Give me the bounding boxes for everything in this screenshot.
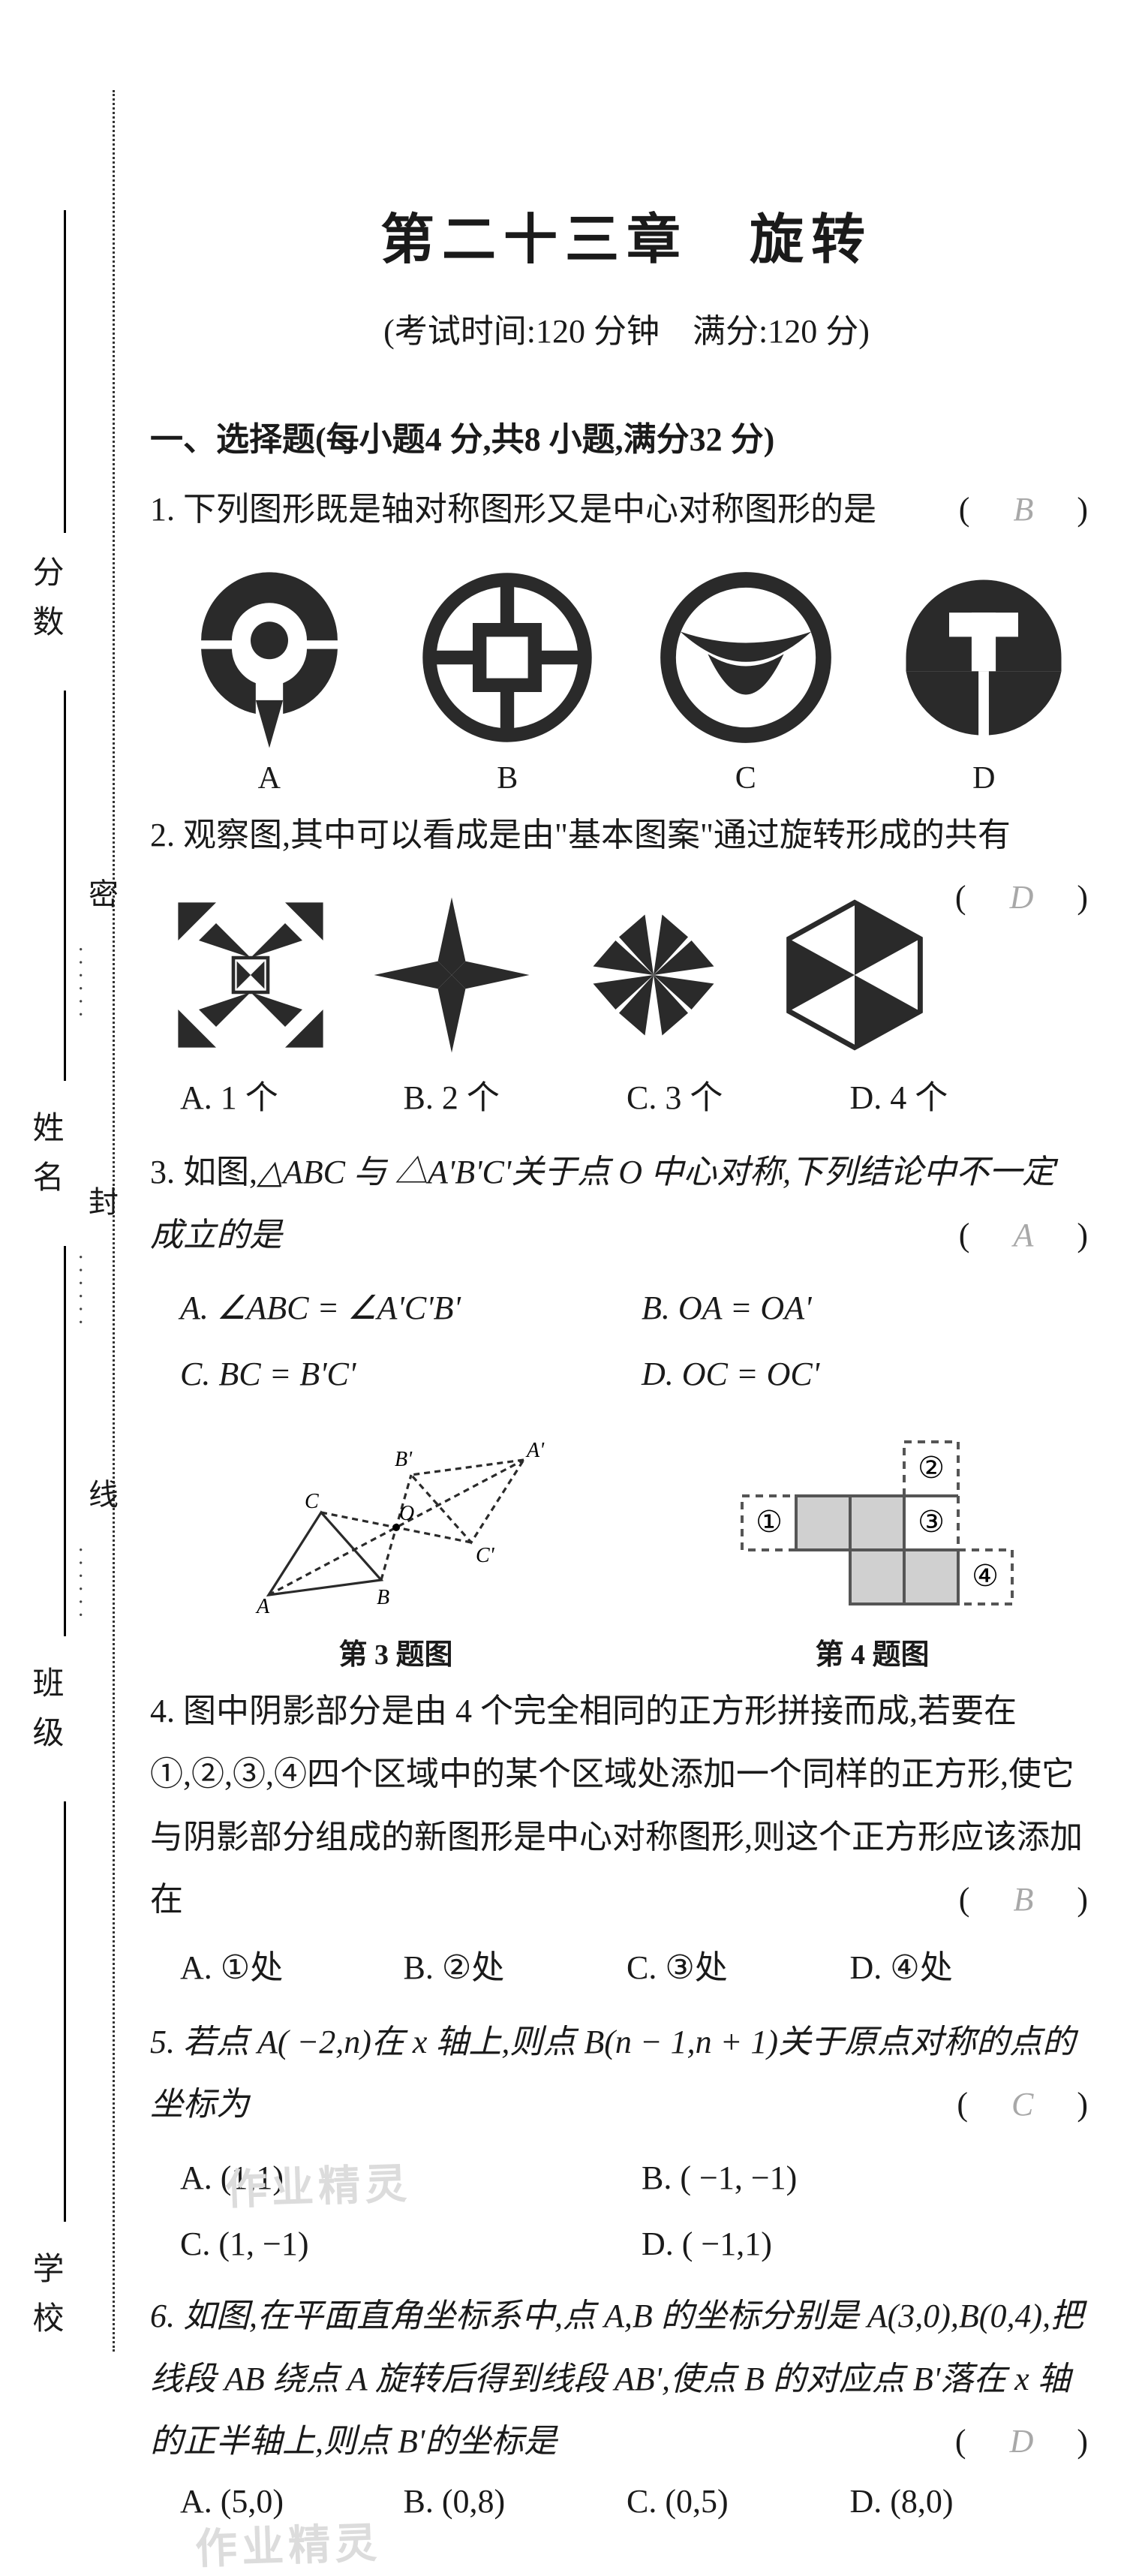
q3-text: 3. 如图,△ABC 与 △A'B'C'关于点 O 中心对称,下列结论中不一定成… [150,1141,1103,1266]
margin-label-school: 学校 [23,2252,68,2351]
q1-figure-c [660,564,832,751]
q5-opt-c: C. (1, −1) [180,2211,642,2277]
svg-text:C: C [305,1490,319,1513]
svg-text:C': C' [476,1544,495,1567]
q4-figure: ① ② ③ ④ [730,1430,1015,1625]
q2-text: 2. 观察图,其中可以看成是由"基本图案"通过旋转形成的共有 [150,804,1103,867]
q2-figure-3 [567,889,740,1061]
q2-answer: D [999,879,1044,916]
q3-answer: A [1002,1217,1044,1253]
q5-answer: C [1001,2086,1044,2123]
q4-opt-d: D. ④处 [850,1940,1074,1988]
q2-opt-b: B. 2 个 [404,1070,627,1118]
q1-label-c: C [735,760,756,796]
q3-figure-caption: 第 3 题图 [239,1631,554,1672]
question-4: 4. 图中阴影部分是由 4 个完全相同的正方形拼接而成,若要在①,②,③,④四个… [150,1680,1103,1930]
q6-opt-b: B. (0,8) [404,2482,627,2520]
q5-opt-d: D. ( −1,1) [642,2211,1103,2277]
svg-text:④: ④ [972,1559,999,1593]
q4-opt-c: C. ③处 [627,1940,850,1988]
question-1: 1. 下列图形既是轴对称图形又是中心对称图形的是 ( B ) [150,478,1103,541]
q4-opt-b: B. ②处 [404,1940,627,1988]
margin-label-name: 姓名 [23,1111,68,1210]
q1-figure-b [421,564,594,751]
q2-opt-a: A. 1 个 [180,1070,404,1118]
exam-page: 分数 姓名 班级 学校 密 ······ 封 ······ 线 ······ 第… [0,0,1148,2442]
q6-options: A. (5,0) B. (0,8) C. (0,5) D. (8,0) 作业精灵 [180,2482,1103,2520]
q6-opt-a: A. (5,0) [180,2482,404,2520]
q2-figure-4 [768,889,941,1061]
q5-text: 5. 若点 A( −2,n)在 x 轴上,则点 B(n − 1,n + 1)关于… [150,2011,1103,2136]
svg-text:①: ① [756,1505,783,1539]
question-5: 5. 若点 A( −2,n)在 x 轴上,则点 B(n − 1,n + 1)关于… [150,2011,1103,2136]
question-2: 2. 观察图,其中可以看成是由"基本图案"通过旋转形成的共有 ( D ) [150,804,1103,867]
seal-label-3: 线 [79,1479,122,1524]
svg-text:O: O [399,1502,414,1525]
q2-opt-c: C. 3 个 [627,1070,850,1118]
q4-options: A. ①处 B. ②处 C. ③处 D. ④处 [180,1940,1103,1988]
q2-figure-1 [164,889,337,1061]
q6-opt-d: D. (8,0) [850,2482,1074,2520]
q1-label-d: D [972,760,995,796]
q5-options: A. (1,1) B. ( −1, −1) C. (1, −1) D. ( −1… [180,2145,1103,2277]
q4-answer: B [1002,1881,1044,1918]
q4-figure-caption: 第 4 题图 [730,1631,1015,1672]
question-3: 3. 如图,△ABC 与 △A'B'C'关于点 O 中心对称,下列结论中不一定成… [150,1141,1103,1266]
q5-opt-a: A. (1,1) [180,2145,642,2211]
q2-figures [150,889,955,1061]
q3-opt-a: A. ∠ABC = ∠A'C'B' [180,1275,642,1341]
q2-opt-d: D. 4 个 [850,1070,1074,1118]
q1-answer: B [1002,491,1044,528]
seal-label-1: 密 [79,878,122,923]
q3-opt-d: D. OC = OC' [642,1341,1103,1407]
binding-margin: 分数 姓名 班级 学校 密 ······ 封 ······ 线 ······ [0,0,135,2442]
q5-opt-b: B. ( −1, −1) [642,2145,1103,2211]
svg-text:A': A' [525,1439,545,1462]
svg-text:B': B' [395,1448,413,1471]
svg-text:B: B [377,1586,389,1609]
exam-content: 第二十三章 旋转 (考试时间:120 分钟 满分:120 分) 一、选择题(每小… [150,45,1103,2520]
chapter-title: 第二十三章 旋转 [150,195,1103,274]
q3-opt-b: B. OA = OA' [642,1275,1103,1341]
q6-text: 6. 如图,在平面直角坐标系中,点 A,B 的坐标分别是 A(3,0),B(0,… [150,2285,1103,2473]
seal-label-2: 封 [79,1186,122,1231]
q1-figures: A B [150,564,1103,796]
q3-figure: A B C A' B' C' O [239,1430,554,1625]
svg-text:②: ② [918,1451,945,1485]
q4-text: 4. 图中阴影部分是由 4 个完全相同的正方形拼接而成,若要在①,②,③,④四个… [150,1680,1103,1930]
question-6: 6. 如图,在平面直角坐标系中,点 A,B 的坐标分别是 A(3,0),B(0,… [150,2285,1103,2473]
figures-q3-q4: A B C A' B' C' O 第 3 题图 [150,1430,1103,1672]
q4-opt-a: A. ①处 [180,1940,404,1988]
q1-label-b: B [497,760,518,796]
q3-options: A. ∠ABC = ∠A'C'B' B. OA = OA' C. BC = B'… [180,1275,1103,1407]
q1-text: 1. 下列图形既是轴对称图形又是中心对称图形的是 ( B ) [150,478,1103,541]
q2-figure-2 [365,889,538,1061]
q1-figure-a [183,564,356,751]
q6-opt-c: C. (0,5) [627,2482,850,2520]
section-1-header: 一、选择题(每小题4 分,共8 小题,满分32 分) [150,412,1103,460]
q3-opt-c: C. BC = B'C' [180,1341,642,1407]
q1-label-a: A [258,760,281,796]
svg-text:③: ③ [918,1505,945,1539]
exam-meta: (考试时间:120 分钟 满分:120 分) [150,304,1103,352]
margin-label-score: 分数 [23,555,68,655]
margin-label-class: 班级 [23,1666,68,1765]
svg-text:A: A [255,1595,270,1618]
q2-options: A. 1 个 B. 2 个 C. 3 个 D. 4 个 [180,1070,1103,1118]
q1-figure-d [897,564,1070,751]
